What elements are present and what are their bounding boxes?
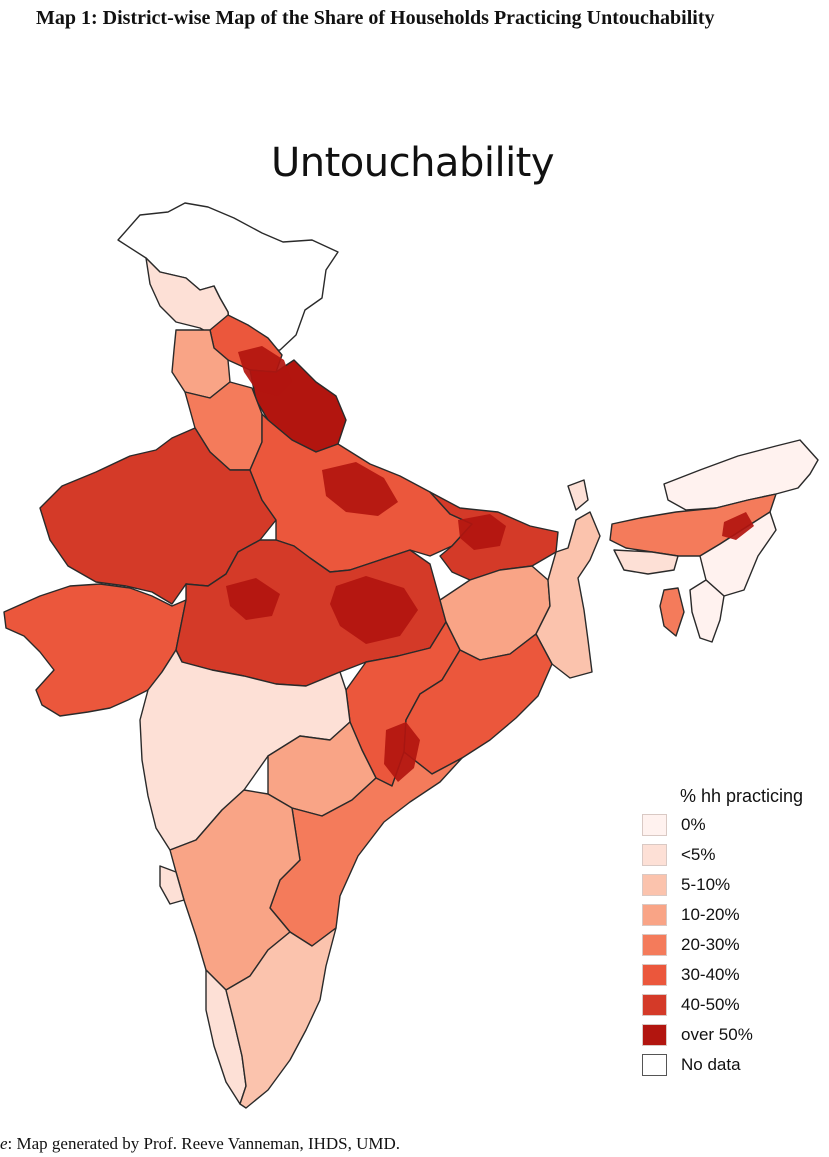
region-karnataka <box>169 789 301 991</box>
legend-swatch <box>642 964 667 986</box>
region-goa <box>159 865 185 905</box>
legend-label: No data <box>681 1055 741 1074</box>
legend-label: 0% <box>681 815 706 834</box>
legend-swatch <box>642 934 667 956</box>
hotspot-north-bihar <box>458 514 506 550</box>
region-rajasthan <box>39 427 277 605</box>
source-text: : Map generated by Prof. Reeve Vanneman,… <box>7 1134 401 1153</box>
region-tamil-nadu <box>225 927 337 1109</box>
region-tripura <box>659 587 685 637</box>
hotspot-bundelkhand <box>226 578 280 620</box>
choropleth-map <box>3 202 819 1109</box>
region-mizoram <box>689 579 725 643</box>
legend-swatch <box>642 814 667 836</box>
legend-item: 20-30% <box>642 930 803 960</box>
map-legend: % hh practicing 0% <5% 5-10% 10-20% 20-3… <box>642 786 803 1080</box>
legend-label: 40-50% <box>681 995 740 1014</box>
legend-item: <5% <box>642 840 803 870</box>
region-meghalaya <box>613 549 679 575</box>
legend-item: 5-10% <box>642 870 803 900</box>
legend-label: 5-10% <box>681 875 731 894</box>
source-note: e: Map generated by Prof. Reeve Vanneman… <box>0 1134 400 1154</box>
hotspot-central-madhya-pradesh <box>330 576 418 644</box>
legend-swatch <box>642 1054 667 1076</box>
region-west-bengal <box>535 511 601 679</box>
hotspot-southern-chhattisgarh <box>384 722 420 782</box>
legend-title: % hh practicing <box>680 786 804 806</box>
legend-swatch <box>642 994 667 1016</box>
region-nagaland-manipur <box>699 511 777 597</box>
hotspot-central-assam <box>722 512 754 540</box>
legend-swatch <box>642 874 667 896</box>
legend-swatch <box>642 1024 667 1046</box>
source-prefix: e <box>0 1134 8 1153</box>
hotspot-western-uttarakhand <box>238 346 292 396</box>
hotspot-eastern-uttar-pradesh <box>322 462 398 516</box>
legend-item: over 50% <box>642 1020 803 1050</box>
map-title: Untouchability <box>270 140 555 186</box>
legend-swatch <box>642 844 667 866</box>
legend-label: 30-40% <box>681 965 740 984</box>
legend-item: 10-20% <box>642 900 803 930</box>
legend-label: 10-20% <box>681 905 740 924</box>
region-sikkim <box>567 479 589 511</box>
legend-item: 0% <box>642 810 803 840</box>
legend-item: 40-50% <box>642 990 803 1020</box>
legend-label: 20-30% <box>681 935 740 954</box>
legend-label: over 50% <box>681 1025 753 1044</box>
figure-caption: Map 1: District-wise Map of the Share of… <box>36 7 715 29</box>
legend-item: No data <box>642 1050 803 1080</box>
legend-label: <5% <box>681 845 716 864</box>
legend-item: 30-40% <box>642 960 803 990</box>
region-arunachal-pradesh <box>663 439 819 511</box>
legend-swatch <box>642 904 667 926</box>
